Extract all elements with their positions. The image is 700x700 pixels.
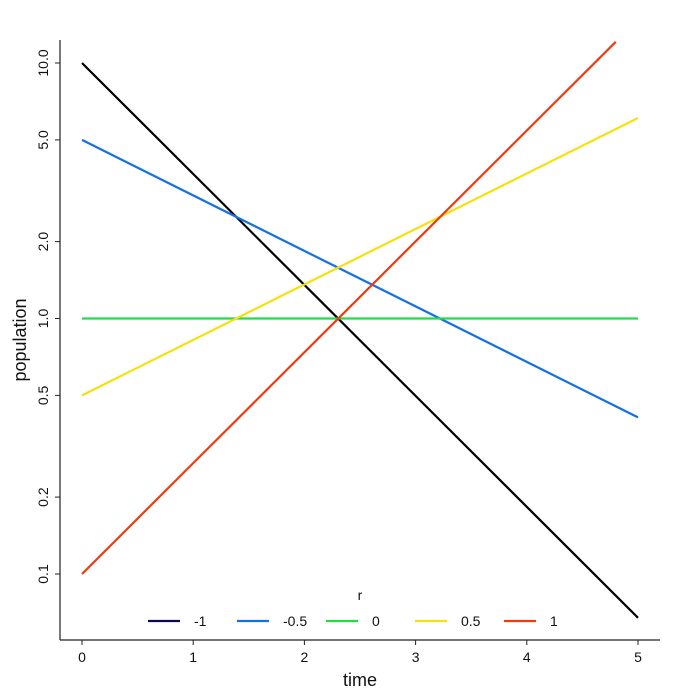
legend-label-r-1: 1 xyxy=(550,613,558,629)
x-tick-label: 2 xyxy=(301,649,309,665)
y-tick-label: 0.2 xyxy=(35,487,51,507)
legend-label-r-0: 0 xyxy=(372,613,380,629)
y-tick-label: 0.1 xyxy=(35,564,51,584)
x-tick-label: 0 xyxy=(78,649,86,665)
legend-label-r--1: -1 xyxy=(194,613,207,629)
x-tick-label: 3 xyxy=(412,649,420,665)
y-axis-title: population xyxy=(10,298,30,381)
y-tick-label: 1.0 xyxy=(35,309,51,329)
series-group xyxy=(81,41,639,619)
legend-label-r--0.5: -0.5 xyxy=(283,613,307,629)
x-tick-label: 1 xyxy=(189,649,197,665)
y-tick-label: 2.0 xyxy=(35,232,51,252)
series-line-r-1 xyxy=(81,41,617,575)
x-tick-label: 4 xyxy=(523,649,531,665)
y-tick-label: 5.0 xyxy=(35,130,51,150)
series-line-r--1 xyxy=(81,62,639,619)
y-tick-label: 0.5 xyxy=(35,385,51,405)
series-line-r--0.5 xyxy=(81,138,639,419)
x-axis-title: time xyxy=(343,670,377,690)
legend-title: r xyxy=(358,587,363,603)
x-tick-label: 5 xyxy=(634,649,642,665)
legend-label-r-0.5: 0.5 xyxy=(461,613,481,629)
series-line-r-0.5 xyxy=(81,117,639,397)
y-tick-label: 10.0 xyxy=(35,49,51,76)
